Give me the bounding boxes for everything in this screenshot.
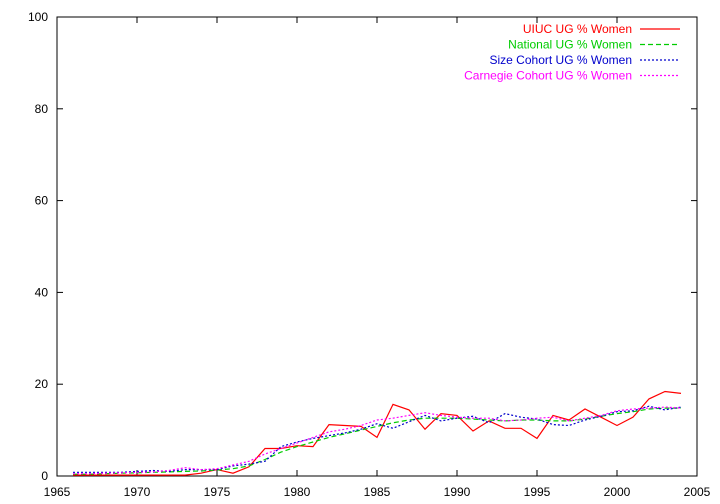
series-line-3 bbox=[73, 406, 682, 475]
x-tick-label: 2000 bbox=[604, 485, 631, 499]
x-tick-label: 1995 bbox=[524, 485, 551, 499]
legend-label: UIUC UG % Women bbox=[523, 22, 632, 36]
series-line-2 bbox=[73, 405, 682, 473]
x-tick-label: 2005 bbox=[684, 485, 711, 499]
y-tick-label: 100 bbox=[28, 10, 48, 24]
y-tick-label: 20 bbox=[35, 377, 49, 391]
x-tick-label: 1990 bbox=[444, 485, 471, 499]
axis-ticks bbox=[56, 16, 698, 477]
x-tick-label: 1985 bbox=[364, 485, 391, 499]
x-tick-label: 1980 bbox=[284, 485, 311, 499]
y-tick-label: 80 bbox=[35, 102, 49, 116]
x-tick-label: 1975 bbox=[204, 485, 231, 499]
legend-label: Carnegie Cohort UG % Women bbox=[464, 69, 632, 83]
y-tick-label: 60 bbox=[35, 194, 49, 208]
y-tick-label: 0 bbox=[41, 469, 48, 483]
series-line-1 bbox=[73, 407, 681, 475]
y-tick-label: 40 bbox=[35, 285, 49, 299]
legend-label: Size Cohort UG % Women bbox=[490, 53, 633, 67]
plot-frame bbox=[56, 16, 698, 477]
x-tick-label: 1970 bbox=[124, 485, 151, 499]
legend-label: National UG % Women bbox=[508, 38, 632, 52]
axis-tick-labels: 1965 1970 1975 1980 1985 1990 1995 2000 2005 0 20 4… bbox=[28, 10, 711, 499]
x-tick-label: 1965 bbox=[44, 485, 71, 499]
series-lines bbox=[73, 390, 682, 476]
series-line-0 bbox=[73, 390, 682, 476]
